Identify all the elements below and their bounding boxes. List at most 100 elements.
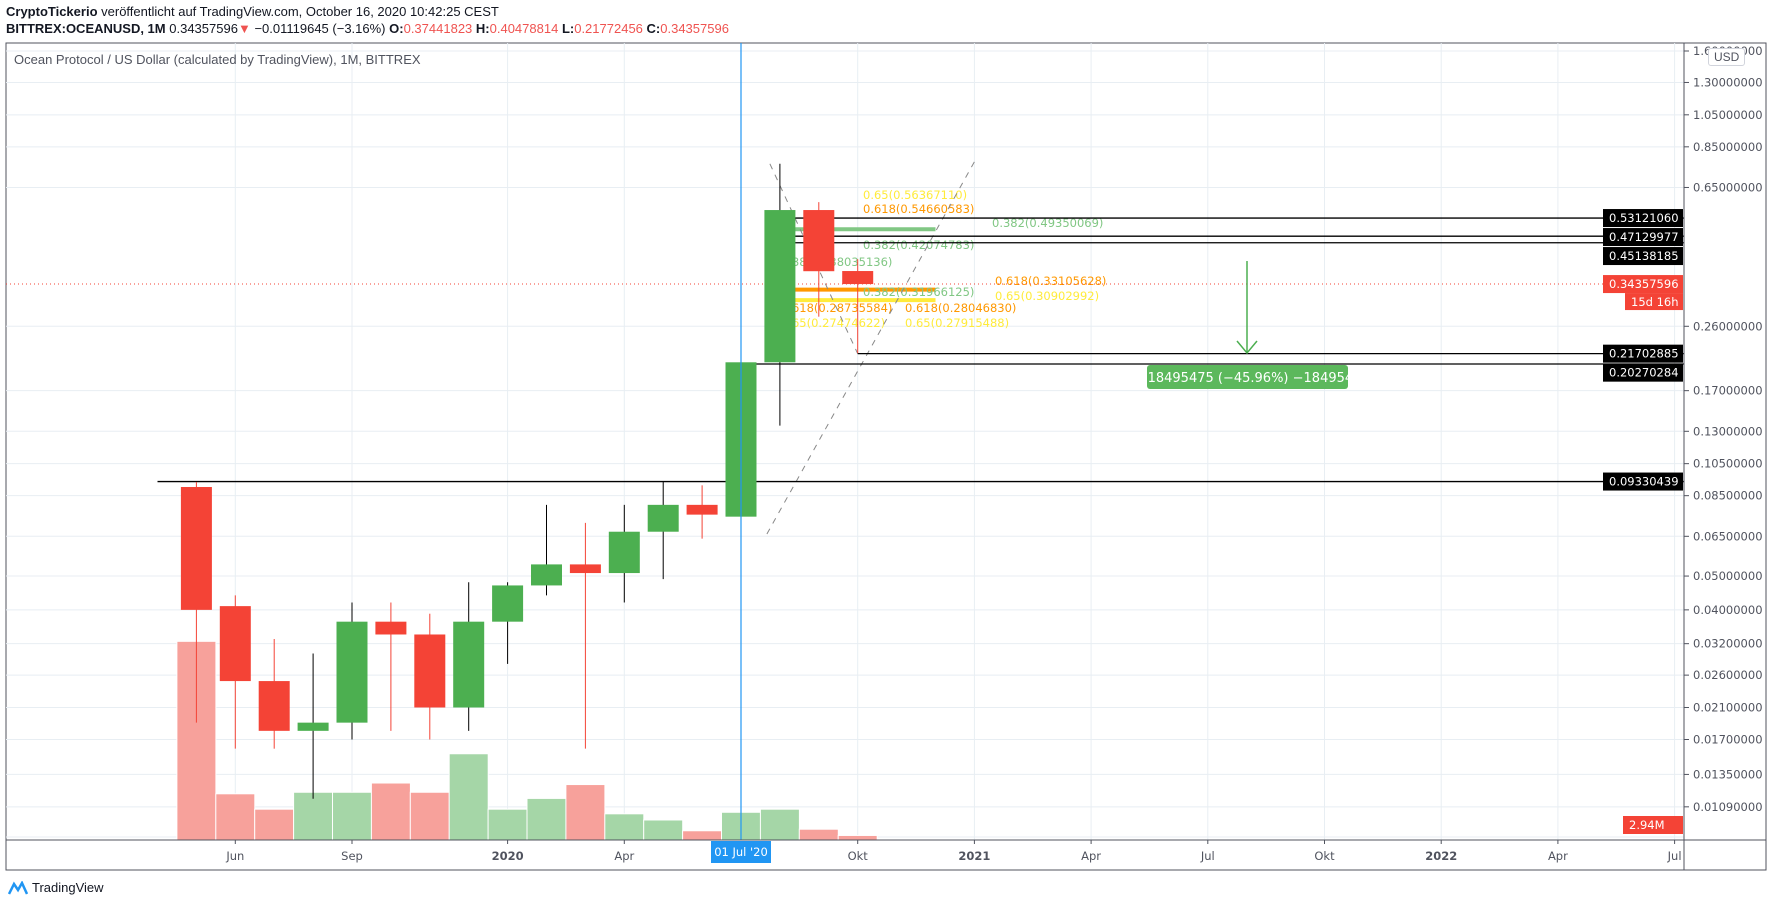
volume-bar xyxy=(215,793,256,841)
candle-body xyxy=(453,621,485,708)
price-tick-label: 1.05000000 xyxy=(1693,108,1763,122)
time-tick-label: Apr xyxy=(1548,849,1568,863)
volume-bar xyxy=(798,828,839,841)
candle-body xyxy=(336,621,368,723)
volume-bar xyxy=(409,791,450,841)
c-label: C: xyxy=(646,21,661,36)
chart-frame xyxy=(5,42,1767,871)
time-tick-label: Jul xyxy=(1200,849,1215,863)
h-label: H: xyxy=(475,21,490,36)
candle-body xyxy=(258,681,290,731)
down-arrow-icon: ▼ xyxy=(237,21,251,36)
fib-label: 0.65(0.27915488) xyxy=(905,316,1009,330)
candle-body xyxy=(803,210,835,272)
volume-bar xyxy=(643,819,684,841)
volume-bar xyxy=(332,791,372,841)
price-tick-label: 0.01090000 xyxy=(1693,800,1763,814)
time-tick-label: 2021 xyxy=(958,849,990,863)
time-tick-label: Okt xyxy=(1314,849,1335,863)
candle-body xyxy=(531,564,562,586)
price-tick-label: 0.08500000 xyxy=(1693,489,1763,503)
price-level-label: 0.21702885 xyxy=(1609,347,1679,361)
price-tick-label: 0.06500000 xyxy=(1693,529,1763,543)
volume-bar xyxy=(565,784,606,841)
publish-info: CryptoTickerio veröffentlicht auf Tradin… xyxy=(6,4,499,19)
tradingview-logo[interactable]: TradingView xyxy=(8,880,104,895)
price-level-label: 0.09330439 xyxy=(1609,475,1679,489)
fib-label: 0.65(0.30902992) xyxy=(995,289,1099,303)
fib-label: 0.618(0.28046830) xyxy=(905,301,1016,315)
current-price-badge xyxy=(1603,275,1683,294)
time-tick-label: Apr xyxy=(1081,849,1101,863)
arrow-down-icon xyxy=(1236,340,1258,355)
time-tick-label: Jul xyxy=(1667,849,1682,863)
candle-body xyxy=(297,722,329,731)
candle-body xyxy=(764,210,796,363)
fib-label: 0.618(0.33105628) xyxy=(995,274,1106,288)
measure-label-box xyxy=(1147,365,1348,389)
volume-bar xyxy=(604,813,645,841)
volume-bar xyxy=(487,808,528,841)
fib-label: 0.382(0.38035136) xyxy=(781,255,892,269)
price-tick-label: 0.04000000 xyxy=(1693,603,1763,617)
fib-label: 0.382(0.42074783) xyxy=(863,238,974,252)
time-tick-label: Apr xyxy=(614,849,634,863)
price-tick-label: 0.05000000 xyxy=(1693,569,1763,583)
brand-name: TradingView xyxy=(32,880,104,895)
author[interactable]: CryptoTickerio xyxy=(6,4,98,19)
volume-label: 2.94M xyxy=(1629,818,1665,832)
symbol-info: BITTREX:OCEANUSD, 1M 0.34357596▼ −0.0111… xyxy=(6,21,729,36)
high-value: 0.40478814 xyxy=(489,21,559,36)
publish-date: veröffentlicht auf TradingView.com, Octo… xyxy=(101,4,499,19)
currency-button[interactable]: USD xyxy=(1708,48,1746,66)
candle-body xyxy=(569,564,601,574)
symbol: BITTREX:OCEANUSD, 1M xyxy=(6,21,166,36)
price-tick-label: 0.01700000 xyxy=(1693,732,1763,746)
time-tick-label: Okt xyxy=(848,849,869,863)
volume-bar xyxy=(526,797,567,841)
price-level-badge xyxy=(1603,247,1683,266)
price-level-label: 0.47129977 xyxy=(1609,230,1679,244)
price-tick-label: 0.13000000 xyxy=(1693,424,1763,438)
o-label: O: xyxy=(389,21,404,36)
price-level-badge xyxy=(1603,472,1683,491)
price-tick-label: 0.17000000 xyxy=(1693,384,1763,398)
price-tick-label: 0.02100000 xyxy=(1693,700,1763,714)
low-value: 0.21772456 xyxy=(574,21,643,36)
volume-bar xyxy=(759,808,800,841)
volume-bar xyxy=(254,808,295,841)
candle-body xyxy=(647,504,679,532)
price-tick-label: 0.03200000 xyxy=(1693,637,1763,651)
countdown-label: 15d 16h xyxy=(1631,295,1679,309)
price-level-badge xyxy=(1603,228,1683,247)
open-value: 0.37441823 xyxy=(403,21,473,36)
volume-bar xyxy=(448,753,489,841)
countdown-badge xyxy=(1625,293,1683,311)
fib-label: 0.382(0.49350069) xyxy=(992,216,1103,230)
candle-body xyxy=(414,634,446,708)
candle-body xyxy=(686,504,718,515)
candle-body xyxy=(180,487,212,610)
current-price-label: 0.34357596 xyxy=(1609,277,1679,291)
change: −0.01119645 (−3.16%) xyxy=(254,21,386,36)
volume-badge xyxy=(1623,816,1683,834)
measure-label: −0.18495475 (−45.96%) −18495475 xyxy=(1124,371,1369,386)
price-level-label: 0.45138185 xyxy=(1609,249,1679,263)
time-tick-label: Jun xyxy=(225,849,244,863)
fib-label: 0.382(0.31966125) xyxy=(863,285,974,299)
tradingview-logo-icon xyxy=(8,880,28,895)
l-label: L: xyxy=(561,21,575,36)
fib-label: 0.65(0.27474622) xyxy=(781,316,885,330)
time-tick-label: Sep xyxy=(341,849,363,863)
candle-body xyxy=(219,606,251,682)
candle-body xyxy=(375,621,407,635)
price-tick-label: 0.85000000 xyxy=(1693,140,1763,154)
price-level-badge xyxy=(1603,209,1683,228)
candle-body xyxy=(608,531,640,574)
price-tick-label: 0.01350000 xyxy=(1693,767,1763,781)
crosshair-time-label: 01 Jul '20 xyxy=(714,845,768,859)
fib-label: 0.618(0.54660583) xyxy=(863,202,974,216)
candle-body xyxy=(842,271,874,285)
time-tick-label: 2022 xyxy=(1425,849,1457,863)
